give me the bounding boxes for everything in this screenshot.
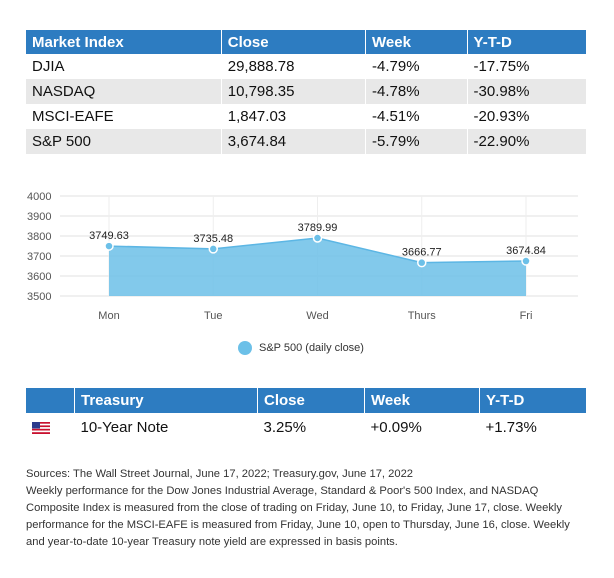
index-ytd: -22.90% — [466, 129, 586, 154]
legend-swatch — [238, 341, 252, 355]
data-label: 3749.63 — [89, 230, 129, 242]
column-header: Week — [364, 388, 480, 413]
column-header: Close — [257, 388, 365, 413]
sources-line: Sources: The Wall Street Journal, June 1… — [26, 468, 414, 480]
sources-note: Sources: The Wall Street Journal, June 1… — [26, 466, 586, 551]
column-header: Market Index — [26, 30, 222, 54]
index-name: DJIA — [32, 58, 65, 75]
treasury-table: Treasury Close Week Y-T-D 10-Year Note 3… — [26, 388, 586, 441]
data-label: 3674.84 — [506, 245, 546, 257]
table-row: S&P 500 3,674.84 -5.79% -22.90% — [26, 129, 586, 154]
index-name: S&P 500 — [26, 129, 222, 154]
column-header: Week — [365, 30, 468, 54]
y-tick-label: 3900 — [27, 211, 51, 223]
treasury-close: 3.25% — [263, 418, 307, 436]
index-week: -4.79% — [365, 54, 468, 79]
column-header: Treasury — [74, 388, 258, 413]
data-point — [521, 256, 531, 266]
table-row: DJIA 29,888.78 -4.79% -17.75% — [26, 54, 586, 79]
column-header: Y-T-D — [466, 30, 586, 54]
us-flag-icon — [32, 421, 50, 434]
index-ytd: -20.93% — [466, 104, 586, 129]
index-close: 1,847.03 — [220, 104, 366, 129]
x-tick-label: Tue — [204, 310, 223, 322]
index-name: NASDAQ — [26, 79, 222, 104]
data-point — [208, 244, 218, 254]
index-close: 3,674.84 — [220, 129, 366, 154]
column-header: Close — [220, 30, 366, 54]
y-tick-label: 3800 — [27, 231, 51, 243]
index-week: -4.78% — [365, 79, 468, 104]
legend-label: S&P 500 (daily close) — [259, 342, 364, 354]
index-week: -5.79% — [365, 129, 468, 154]
table-row: 10-Year Note 3.25% +0.09% +1.73% — [26, 413, 586, 441]
column-header-blank — [26, 388, 75, 413]
table-header-row: Treasury Close Week Y-T-D — [26, 388, 586, 413]
x-tick-label: Mon — [98, 310, 119, 322]
x-tick-label: Fri — [520, 310, 533, 322]
index-ytd: -30.98% — [466, 79, 586, 104]
x-tick-label: Wed — [306, 310, 328, 322]
column-header: Y-T-D — [479, 388, 586, 413]
chart-legend: S&P 500 (daily close) — [238, 341, 364, 355]
flag-cell — [26, 413, 75, 441]
index-week: -4.51% — [365, 104, 468, 129]
y-tick-label: 3500 — [27, 291, 51, 303]
sp500-area-chart: 4000 3900 3800 3700 3600 3500 3749.63 3735.48 37… — [27, 191, 578, 322]
data-label: 3789.99 — [298, 222, 338, 234]
data-label: 3735.48 — [193, 233, 233, 245]
x-tick-label: Thurs — [408, 310, 437, 322]
treasury-ytd: +1.73% — [485, 418, 537, 436]
series-area — [109, 238, 526, 296]
market-index-table: Market Index Close Week Y-T-D DJIA 29,88… — [26, 30, 586, 154]
table-header-row: Market Index Close Week Y-T-D — [26, 30, 586, 54]
index-ytd: -17.75% — [466, 54, 586, 79]
index-close: 10,798.35 — [220, 79, 366, 104]
y-tick-label: 3600 — [27, 271, 51, 283]
index-close: 29,888.78 — [220, 54, 366, 79]
y-tick-label: 3700 — [27, 251, 51, 263]
data-point — [104, 241, 114, 251]
methodology-text: Weekly performance for the Dow Jones Ind… — [26, 485, 570, 548]
index-name: MSCI-EAFE — [32, 108, 114, 125]
treasury-name: 10-Year Note — [80, 418, 169, 436]
y-tick-label: 4000 — [27, 191, 51, 203]
data-point — [417, 257, 427, 268]
data-label: 3666.77 — [402, 247, 442, 259]
treasury-week: +0.09% — [370, 418, 422, 436]
table-row: NASDAQ 10,798.35 -4.78% -30.98% — [26, 79, 586, 104]
data-point — [312, 233, 323, 243]
table-row: MSCI-EAFE 1,847.03 -4.51% -20.93% — [26, 104, 586, 129]
